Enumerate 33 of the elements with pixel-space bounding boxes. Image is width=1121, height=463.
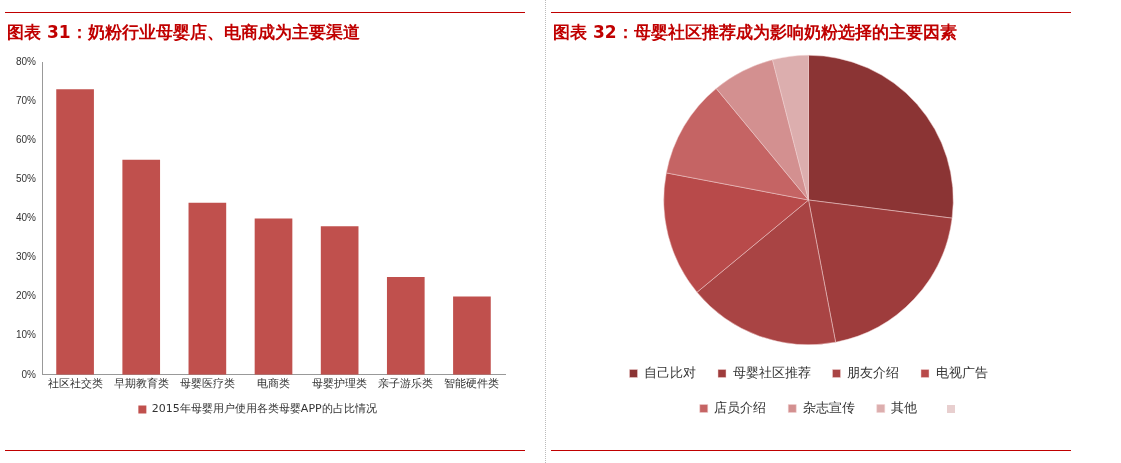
x-tick-label: 母婴护理类 <box>312 377 368 390</box>
bar <box>386 277 425 375</box>
x-tick-label: 电商类 <box>257 377 291 390</box>
bar <box>188 202 227 375</box>
y-tick-label: 40% <box>16 212 37 224</box>
y-tick-label: 20% <box>16 290 37 302</box>
chart-title: 图表 31：奶粉行业母婴店、电商成为主要渠道 <box>5 12 525 50</box>
y-tick-label: 50% <box>16 173 37 185</box>
legend-label: 朋友介绍 <box>847 364 899 380</box>
y-tick-label: 60% <box>16 133 37 145</box>
legend-label: 电视广告 <box>935 364 988 380</box>
bar <box>56 89 94 375</box>
bar <box>453 296 491 375</box>
x-tick-label: 社区社交类 <box>47 377 103 390</box>
y-tick-label: 70% <box>16 94 37 106</box>
bar <box>122 159 161 375</box>
x-tick-label: 智能硬件类 <box>444 377 500 390</box>
x-tick-label: 早期教育类 <box>113 377 169 390</box>
legend-label: 店员介绍 <box>714 399 767 415</box>
y-tick-label: 10% <box>16 329 37 341</box>
legend-label: 母婴社区推荐 <box>732 364 811 380</box>
y-tick-label: 80% <box>16 55 37 67</box>
x-tick-label: 母婴医疗类 <box>179 377 235 390</box>
legend-label: 其他 <box>891 399 918 415</box>
y-tick-label: 0% <box>21 368 37 380</box>
legend-label: 自己比对 <box>644 364 696 380</box>
chart-title: 图表 32：母婴社区推荐成为影响奶粉选择的主要因素 <box>551 12 1071 50</box>
x-tick-label: 亲子游乐类 <box>378 377 434 390</box>
legend-label: 杂志宣传 <box>802 399 855 415</box>
bar <box>254 218 293 375</box>
bar <box>320 226 359 375</box>
legend-label: 2015年母婴用户使用各类母婴APP的占比情况 <box>151 402 377 416</box>
y-tick-label: 30% <box>16 251 37 263</box>
